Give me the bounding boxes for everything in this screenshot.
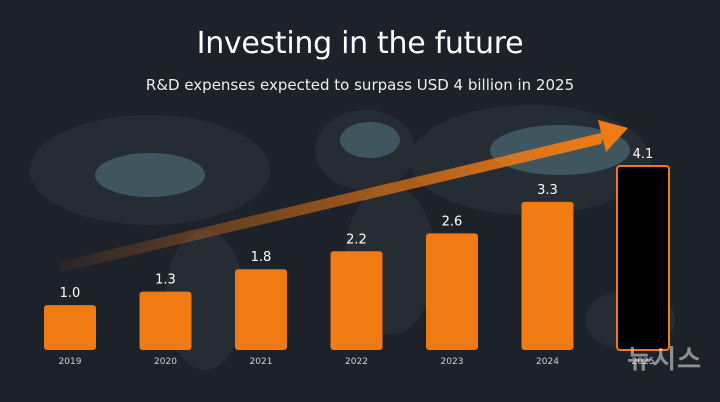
bar-series bbox=[44, 165, 670, 351]
bar-2020 bbox=[139, 291, 192, 350]
value-label-2023: 2.6 bbox=[442, 214, 463, 229]
bar-2025 bbox=[616, 165, 670, 351]
tick-label-2022: 2022 bbox=[345, 357, 368, 367]
watermark-logo: 뉴시스 bbox=[627, 345, 702, 375]
tick-label-2020: 2020 bbox=[154, 357, 177, 367]
tick-label-2024: 2024 bbox=[536, 357, 559, 367]
value-label-2025: 4.1 bbox=[633, 147, 654, 162]
value-label-2022: 2.2 bbox=[346, 232, 367, 247]
bar-2019 bbox=[44, 305, 96, 350]
value-label-2019: 1.0 bbox=[60, 286, 81, 301]
tick-label-2023: 2023 bbox=[441, 357, 464, 367]
bar-2024 bbox=[521, 201, 574, 350]
tick-label-2021: 2021 bbox=[250, 357, 273, 367]
bar-2022 bbox=[330, 251, 383, 350]
value-label-2021: 1.8 bbox=[251, 250, 272, 265]
tick-label-2025: 2025 bbox=[632, 357, 655, 367]
chart-subtitle: R&D expenses expected to surpass USD 4 b… bbox=[145, 76, 575, 94]
value-label-2024: 3.3 bbox=[537, 183, 558, 198]
value-labels: 1.0 1.3 1.8 2.2 2.6 3.3 4.1 bbox=[60, 147, 654, 301]
x-axis-ticks: 2019 2020 2021 2022 2023 2024 2025 bbox=[59, 357, 655, 367]
bar-2021 bbox=[235, 269, 287, 350]
chart-title: Investing in the future bbox=[196, 26, 524, 61]
value-label-2020: 1.3 bbox=[155, 273, 176, 288]
growth-arrow bbox=[58, 120, 628, 272]
bar-2023 bbox=[426, 233, 478, 350]
tick-label-2019: 2019 bbox=[59, 357, 82, 367]
